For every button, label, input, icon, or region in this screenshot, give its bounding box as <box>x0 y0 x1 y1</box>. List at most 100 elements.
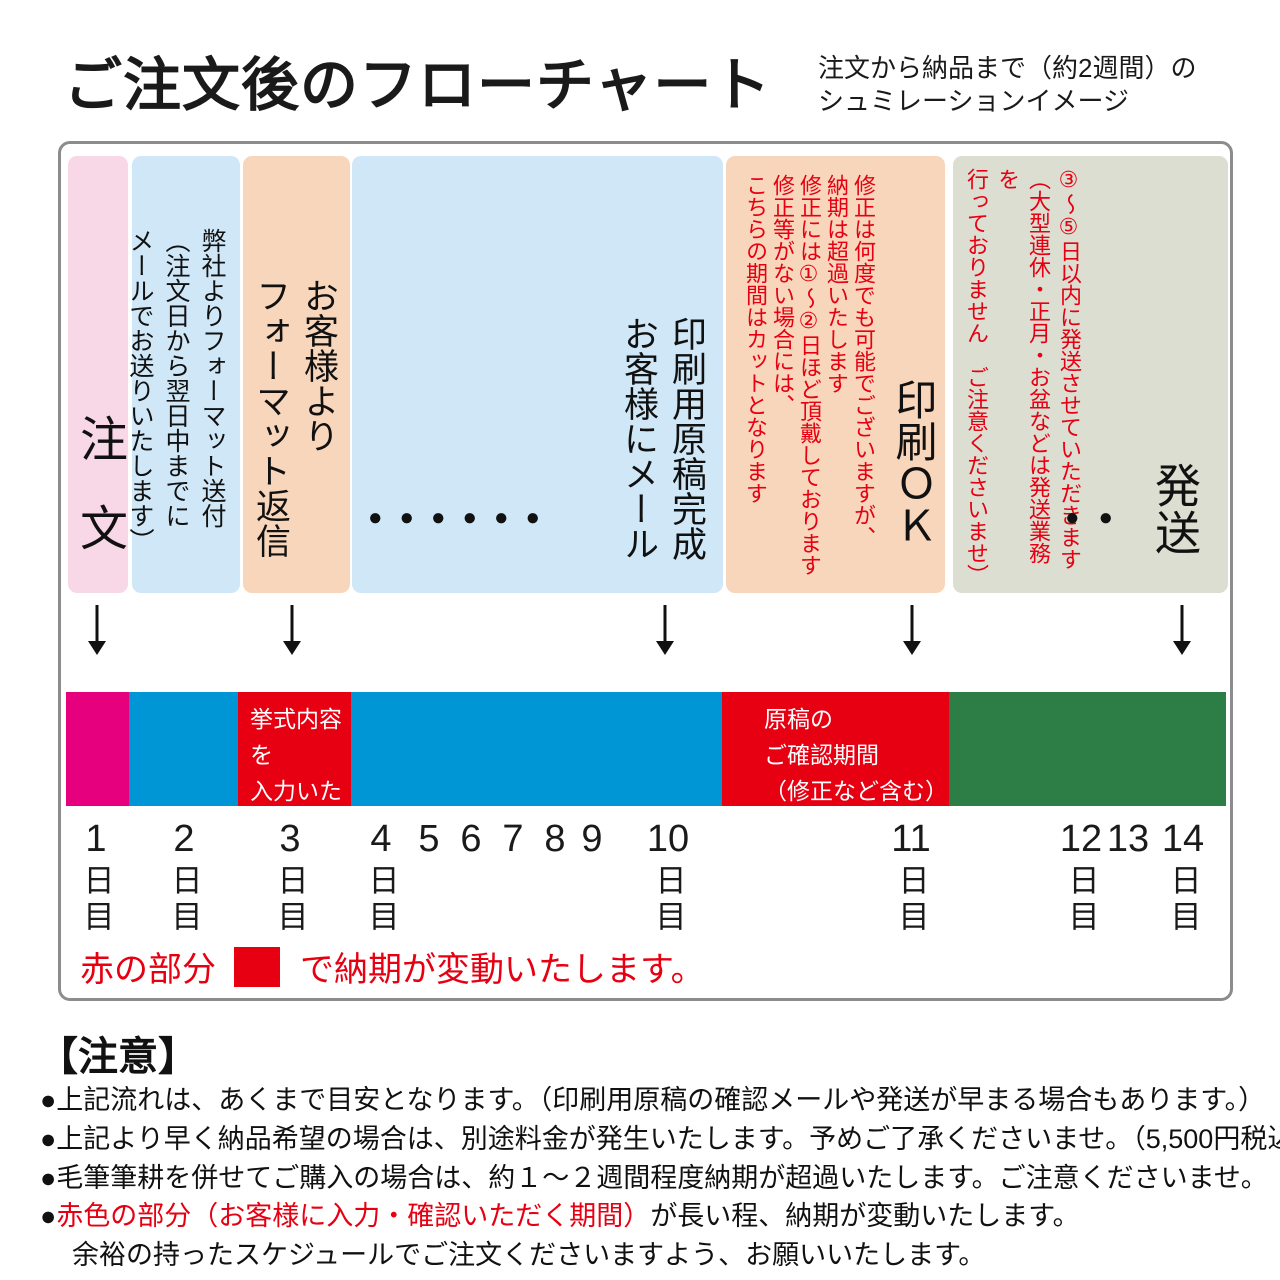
day-number: 9 <box>581 818 603 860</box>
label-line: お客様にメール <box>619 316 658 561</box>
note-line: 行っておりません ご注意くださいませ） <box>964 168 989 586</box>
day-label-3: 3 日目 <box>272 818 308 936</box>
segment-label: 原稿の ご確認期間 （修正など含む） <box>722 692 949 809</box>
red-swatch-icon <box>234 946 280 987</box>
day-label-8: 8 <box>544 820 565 864</box>
day-number: 3 <box>279 818 301 860</box>
step-shipping-note: ③～⑤日以内に発送させていただきます （大型連休・正月・お盆などは発送業務を 行… <box>961 168 1085 586</box>
timeline-segment-blue-2 <box>351 692 722 806</box>
timeline-segment-green <box>949 692 1226 806</box>
day-label-2: 2 日目 <box>166 818 202 936</box>
day-number: 4 <box>370 818 392 860</box>
step-format-reply-label: お客様より フォーマット返信 <box>246 278 342 578</box>
step-format-send-column: 弊社よりフォーマット送付 （注文日から翌日中までに メールでお送りいたします） <box>126 156 240 593</box>
step-shipping-label: 発送 <box>1149 462 1201 556</box>
step-draft-done-column: ●●●●●● 印刷用原稿完成 お客様にメール <box>352 156 723 593</box>
day-label-5: 5 <box>418 820 439 864</box>
note-line: 修正には①～②日ほど頂戴しております <box>797 174 822 576</box>
note-line: 弊社よりフォーマット送付 <box>198 228 226 528</box>
page-title: ご注文後のフローチャート <box>64 53 772 118</box>
day-number: 8 <box>544 818 566 860</box>
timeline-segment-blue-1 <box>129 692 238 806</box>
subtitle-line-1: 注文から納品まで（約2週間）の <box>818 53 1197 83</box>
day-label-9: 9 <box>581 820 602 864</box>
timeline-segment-input-period: 挙式内容を 入力いただく 期間 <box>238 692 351 876</box>
step-print-ok-column: 修正は何度でも可能でございますが、 納期は超過いたします 修正には①～②日ほど頂… <box>726 156 945 593</box>
day-number: 10 <box>646 818 690 860</box>
step-print-ok-label: 印刷ＯＫ <box>890 378 937 546</box>
day-suffix: 日目 <box>363 864 399 936</box>
note-line: 納期は超過いたします <box>824 174 849 394</box>
segment-label-line: 原稿の <box>764 706 833 732</box>
day-suffix: 日目 <box>272 864 308 936</box>
dots-leader-icon: ●● <box>1065 504 1132 531</box>
day-number: 12 <box>1059 818 1103 860</box>
day-suffix: 日目 <box>893 864 929 936</box>
segment-label-line: 入力いただく <box>250 778 342 840</box>
note-item-3: ●毛筆筆耕を併せてご購入の場合は、約１～２週間程度納期が超過いたします。ご注意く… <box>40 1163 1268 1193</box>
timeline-segment-order <box>66 692 129 806</box>
day-number: 5 <box>418 818 440 860</box>
note-line: 修正等がない場合には、 <box>770 174 795 416</box>
day-label-7: 7 <box>502 820 523 864</box>
note-item-2: ●上記より早く納品希望の場合は、別途料金が発生いたします。予めご了承くださいませ… <box>40 1124 1280 1154</box>
step-shipping-column: ③～⑤日以内に発送させていただきます （大型連休・正月・お盆などは発送業務を 行… <box>953 156 1228 593</box>
day-number: 1 <box>85 818 107 860</box>
note-item-1: ●上記流れは、あくまで目安となります。（印刷用原稿の確認メールや発送が早まる場合… <box>40 1085 1266 1115</box>
note-line: （大型連休・正月・お盆などは発送業務を <box>995 168 1051 564</box>
note-line: （注文日から翌日中までに <box>162 228 190 528</box>
down-arrow-icon <box>279 605 305 655</box>
legend-suffix: で納期が変動いたします。 <box>300 951 705 989</box>
day-number: 2 <box>173 818 195 860</box>
day-number: 13 <box>1106 818 1150 860</box>
note-line: ③～⑤日以内に発送させていただきます <box>1057 168 1082 570</box>
day-label-13: 13 <box>1107 820 1149 864</box>
down-arrow-icon <box>899 605 925 655</box>
page-subtitle: 注文から納品まで（約2週間）の シュミレーションイメージ <box>818 52 1196 118</box>
day-suffix: 日目 <box>650 864 686 936</box>
note-item-4-black: が長い程、納期が変動いたします。 <box>650 1201 1080 1231</box>
step-print-ok-note: 修正は何度でも可能でございますが、 納期は超過いたします 修正には①～②日ほど頂… <box>742 174 877 590</box>
step-format-reply-column: お客様より フォーマット返信 <box>243 156 350 593</box>
segment-label-line: （修正など含む） <box>764 778 948 804</box>
timeline-bar: 挙式内容を 入力いただく 期間 原稿の ご確認期間 （修正など含む） <box>66 692 1226 876</box>
segment-label-line: 挙式内容を <box>250 706 342 768</box>
day-suffix: 日目 <box>1165 864 1201 936</box>
day-label-4: 4 日目 <box>363 818 399 936</box>
segment-label-line: 期間 <box>250 850 296 876</box>
notes-heading: 【注意】 <box>38 1035 198 1079</box>
day-label-1: 1 日目 <box>78 818 114 936</box>
dots-leader-icon: ●●●●●● <box>368 504 557 531</box>
label-line: フォーマット返信 <box>251 278 290 558</box>
note-line: こちらの期間はカットとなります <box>743 174 768 504</box>
step-format-send-note: 弊社よりフォーマット送付 （注文日から翌日中までに メールでお送りいたします） <box>122 228 230 578</box>
step-order-column: 注文 <box>68 156 128 593</box>
note-line: メールでお送りいたします） <box>126 228 154 553</box>
legend-note: 赤の部分 で納期が変動いたします。 <box>80 942 705 991</box>
down-arrow-icon <box>652 605 678 655</box>
subtitle-line-2: シュミレーションイメージ <box>818 86 1129 116</box>
note-line: 修正は何度でも可能でございますが、 <box>851 174 876 548</box>
day-suffix: 日目 <box>1063 864 1099 936</box>
label-line: 印刷用原稿完成 <box>667 316 706 561</box>
step-order-label: 注文 <box>72 414 125 592</box>
note-bullet: ● <box>40 1201 57 1231</box>
legend-prefix: 赤の部分 <box>80 951 216 989</box>
down-arrow-icon <box>84 605 110 655</box>
day-label-11: 11 日目 <box>891 820 930 936</box>
day-suffix: 日目 <box>78 864 114 936</box>
note-item-4: ●赤色の部分（お客様に入力・確認いただく期間）が長い程、納期が変動いたします。 <box>40 1194 1080 1233</box>
day-suffix: 日目 <box>166 864 202 936</box>
note-item-4-red: 赤色の部分（お客様に入力・確認いただく期間） <box>56 1201 651 1231</box>
day-number: 11 <box>891 818 931 860</box>
down-arrow-icon <box>1169 605 1195 655</box>
day-number: 6 <box>460 818 482 860</box>
segment-label-line: ご確認期間 <box>764 742 879 768</box>
day-label-10: 10 日目 <box>647 820 689 936</box>
timeline-segment-confirm-period: 原稿の ご確認期間 （修正など含む） <box>722 692 949 806</box>
label-line: お客様より <box>299 278 338 453</box>
day-label-14: 14 日目 <box>1162 820 1204 936</box>
day-number: 14 <box>1161 818 1205 860</box>
day-label-12: 12 日目 <box>1060 820 1102 936</box>
